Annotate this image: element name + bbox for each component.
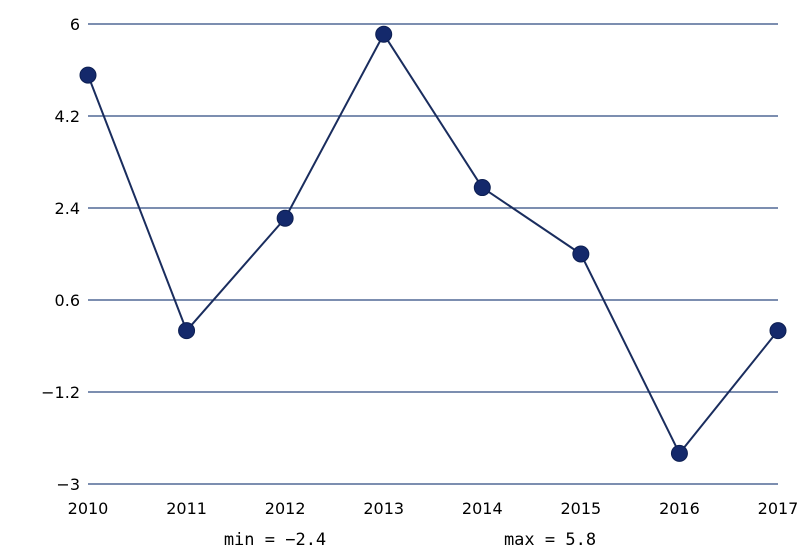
x-tick-label: 2014 [462, 499, 503, 518]
max-annotation: max = 5.8 [504, 530, 596, 550]
x-tick-label: 2010 [68, 499, 109, 518]
y-tick-label: 4.2 [55, 107, 80, 126]
y-tick-label: −1.2 [41, 383, 80, 402]
min-annotation: min = −2.4 [224, 530, 326, 550]
series [79, 25, 787, 462]
data-point [375, 25, 393, 43]
y-tick-label: 0.6 [55, 291, 80, 310]
y-tick-label: 2.4 [55, 199, 80, 218]
x-tick-label: 2012 [265, 499, 306, 518]
grid-lines [88, 23, 778, 485]
y-tick-label: 6 [70, 15, 80, 34]
x-tick-label: 2017 [758, 499, 799, 518]
data-point [572, 245, 590, 263]
data-point [769, 322, 787, 340]
series-line [87, 33, 779, 455]
y-tick-label: −3 [56, 475, 80, 494]
data-point [670, 444, 688, 462]
x-tick-label: 2011 [166, 499, 207, 518]
y-axis-ticks: 6 4.2 2.4 0.6 −1.2 −3 [41, 15, 80, 494]
data-point [276, 209, 294, 227]
x-tick-label: 2013 [363, 499, 404, 518]
data-point [79, 66, 97, 84]
data-point [473, 179, 491, 197]
x-tick-label: 2015 [560, 499, 601, 518]
x-tick-label: 2016 [659, 499, 700, 518]
data-point [178, 322, 196, 340]
x-axis-ticks: 2010 2011 2012 2013 2014 2015 2016 2017 [68, 499, 799, 518]
